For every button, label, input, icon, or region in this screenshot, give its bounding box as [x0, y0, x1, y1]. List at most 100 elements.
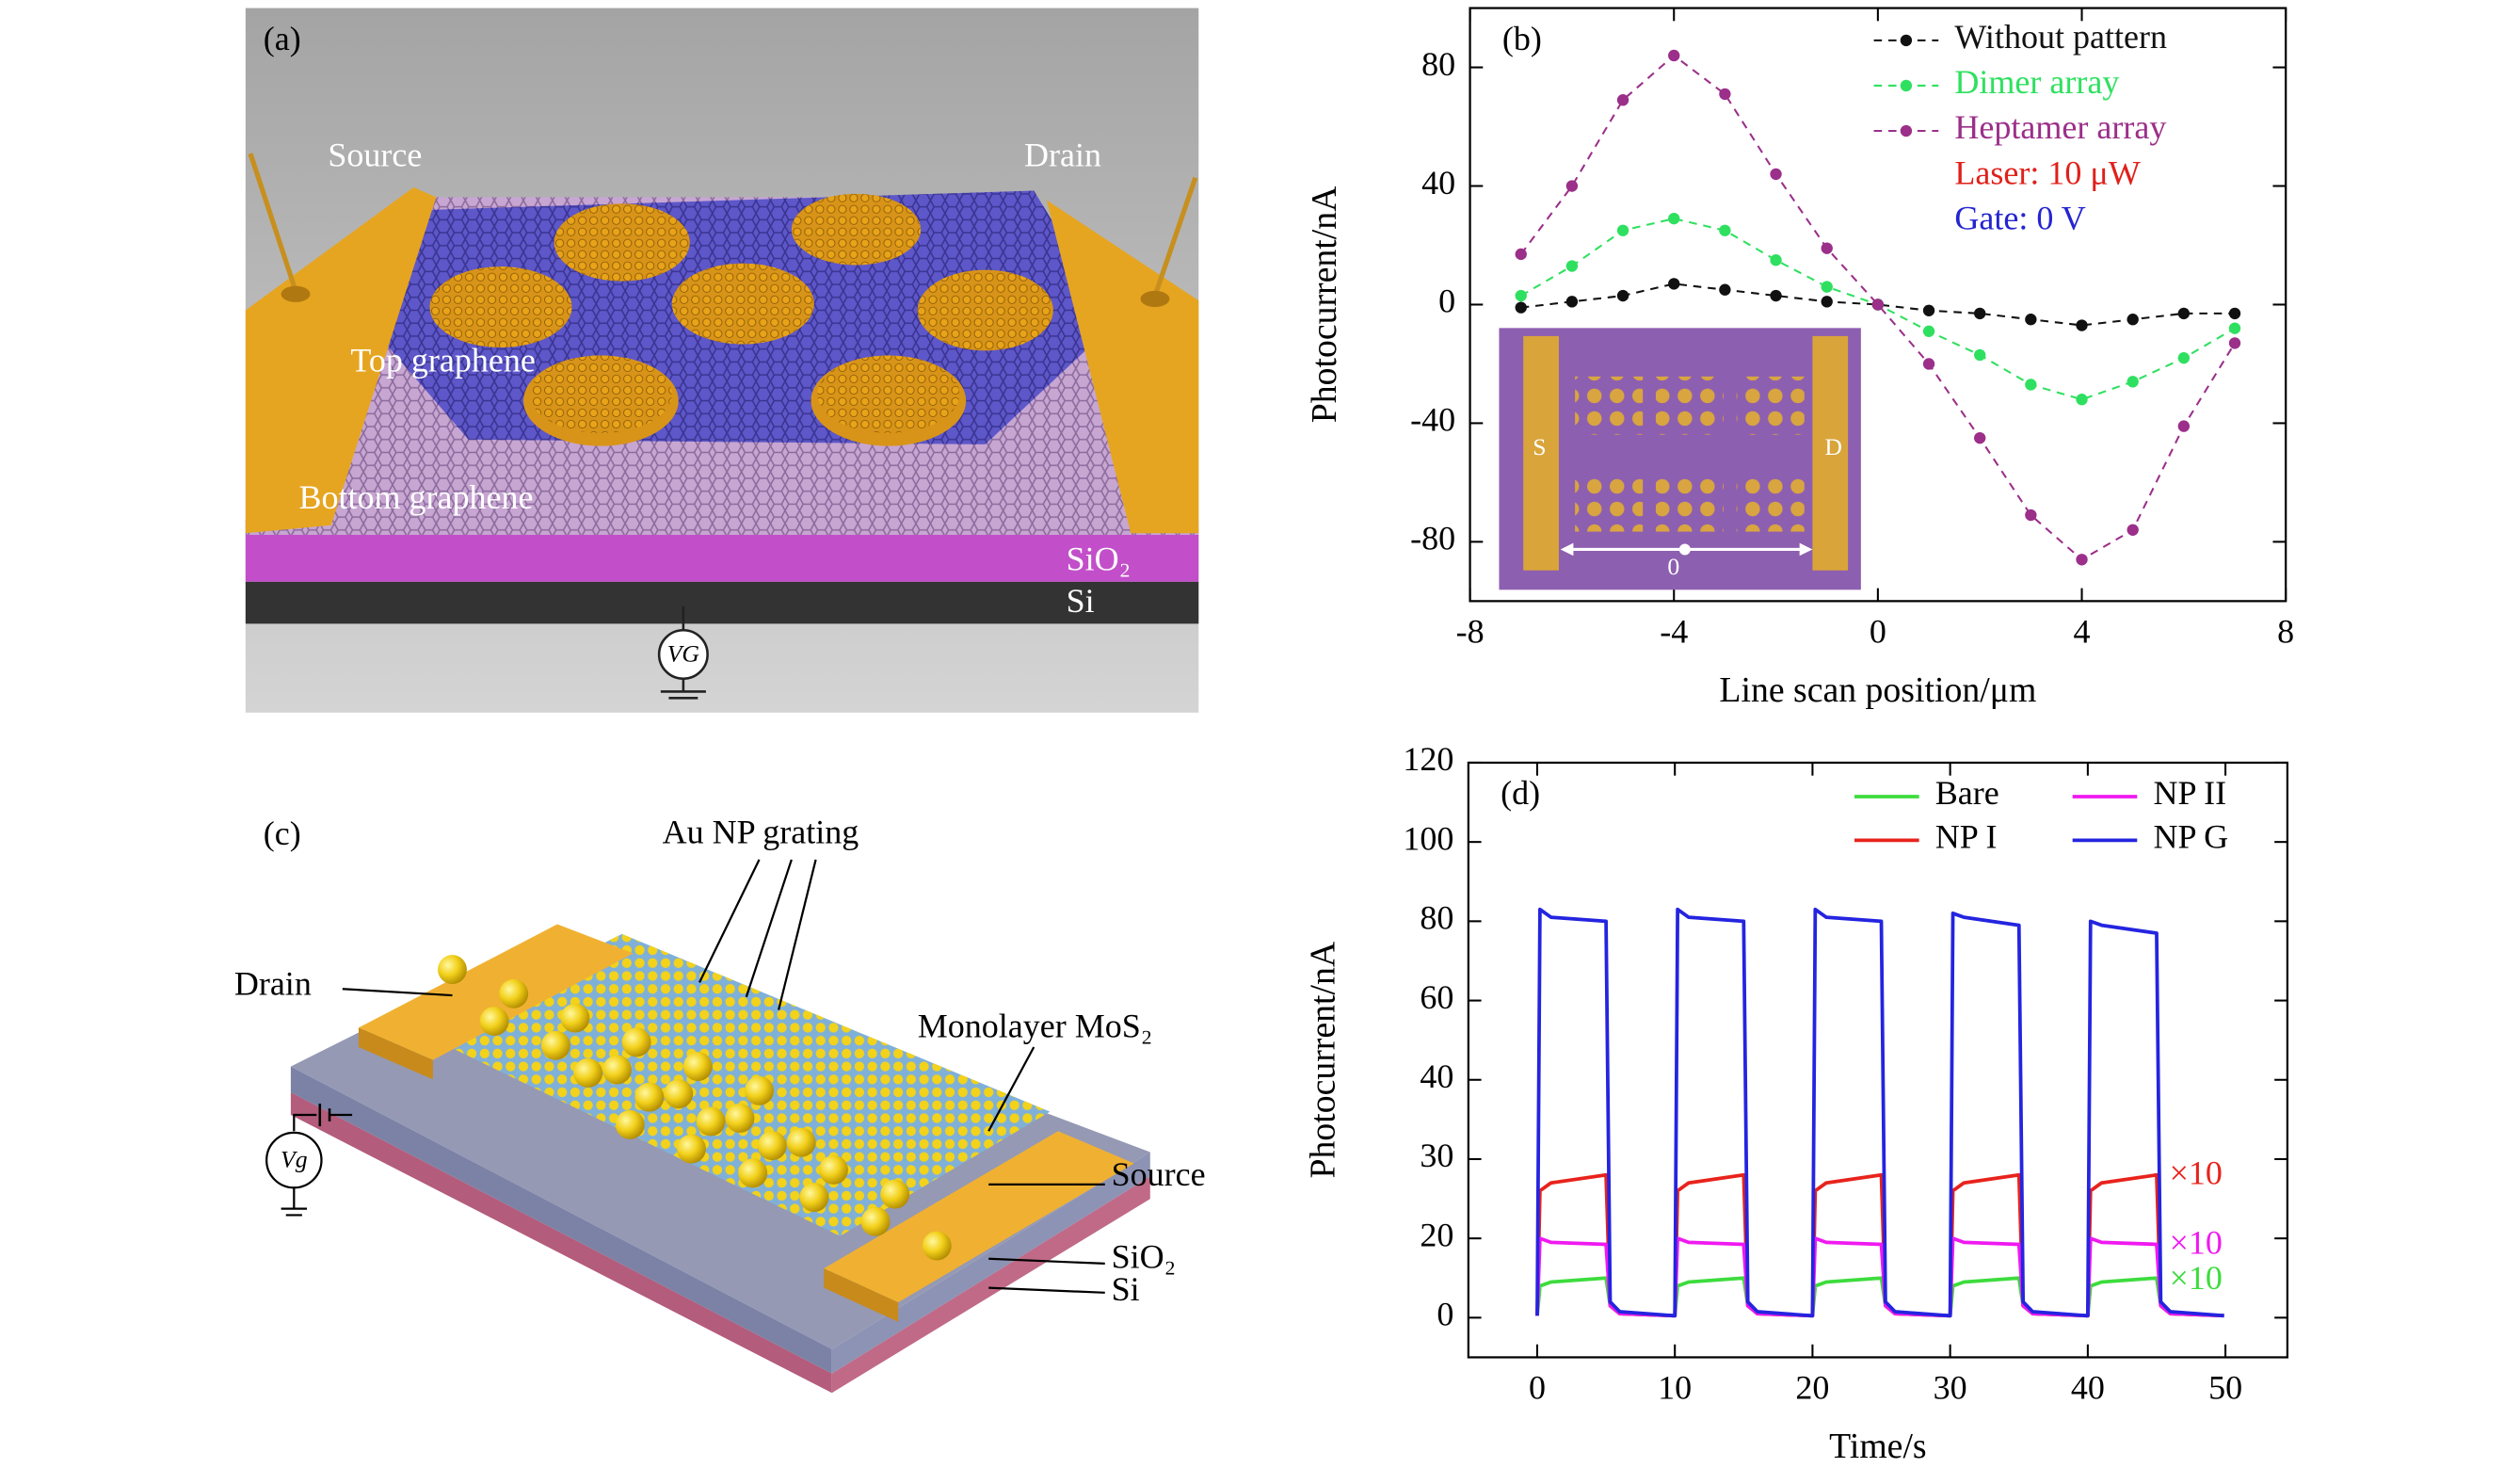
si-layer: [245, 581, 1199, 624]
data-point: [2076, 554, 2088, 566]
data-point: [2076, 394, 2088, 406]
annotation: ×10: [2170, 1154, 2223, 1192]
panel-label: (b): [1502, 20, 1542, 57]
disc: [529, 355, 672, 433]
data-point: [1565, 180, 1579, 192]
nanoparticle: [621, 1027, 651, 1057]
data-point: [1616, 289, 1629, 302]
y-tick-label: 40: [1421, 164, 1455, 202]
label: Bottom graphene: [298, 478, 533, 516]
pointer: [988, 1257, 1105, 1266]
label: Vg: [281, 1146, 308, 1173]
disc: [791, 193, 922, 266]
x-tick-label: 50: [2208, 1369, 2242, 1407]
nanoparticle: [738, 1158, 768, 1188]
disc: [917, 269, 1053, 351]
data-point: [1515, 301, 1527, 314]
nanoparticle: [602, 1055, 632, 1085]
arrow-head: [1560, 542, 1574, 557]
x-tick-label: 0: [1529, 1369, 1546, 1407]
nanostructure: [1736, 376, 1805, 435]
y-tick-label: 100: [1403, 819, 1453, 857]
y-tick-label: 0: [1437, 1296, 1453, 1333]
pointer: [778, 859, 817, 1010]
data-point: [1974, 431, 1986, 444]
data-point: [1871, 298, 1885, 311]
legend-label: NP G: [2153, 818, 2228, 856]
y-tick-label: -80: [1410, 520, 1455, 557]
x-tick-label: 30: [1934, 1369, 1967, 1407]
label: Si: [1112, 1270, 1140, 1308]
nanoparticle: [438, 955, 467, 985]
label: SiO₂: [1067, 540, 1132, 577]
nanoparticle: [479, 1007, 509, 1036]
data-point: [1770, 289, 1782, 302]
disc: [817, 355, 960, 433]
panel-label: (d): [1501, 774, 1540, 812]
y-tick-label: 20: [1420, 1216, 1453, 1253]
nanoparticle: [745, 1075, 774, 1105]
data-point: [1719, 88, 1731, 101]
panel-c: (c) Au NP grating Drain Monolayer MoS₂ S…: [234, 813, 1206, 1394]
source-electrode: [824, 1131, 1134, 1303]
sio2-layer: [245, 535, 1199, 582]
annotation: Gate: 0 V: [1954, 199, 2085, 236]
data-point: [1821, 281, 1833, 293]
sio2-layer: [831, 1152, 1150, 1374]
label: Top graphene: [350, 341, 535, 379]
panel-a: (a) Source Drain Top graphene Bottom gra…: [245, 8, 1199, 713]
pointer: [988, 1286, 1105, 1294]
legend-label: Bare: [1935, 774, 1999, 812]
nanoparticle: [560, 1003, 590, 1033]
data-point: [1821, 242, 1833, 254]
source-electrode: [824, 1268, 899, 1322]
data-point: [2177, 420, 2191, 432]
data-point: [1770, 254, 1782, 266]
electrode: [1812, 335, 1849, 571]
label: SiO₂: [1112, 1238, 1177, 1276]
origin: [1678, 543, 1691, 556]
label: Au NP grating: [663, 813, 859, 850]
nanoparticle: [682, 1052, 713, 1082]
nanoparticle: [540, 1030, 570, 1060]
data-point: [1668, 49, 1680, 62]
drain-electrode: [358, 1027, 433, 1080]
legend-marker: [1900, 79, 1913, 92]
series-line: [1520, 282, 2236, 327]
annotation: Laser: 10 μW: [1954, 153, 2140, 191]
y-axis-title: Photocurrent/nA: [1304, 942, 1343, 1179]
y-axis-title: Photocurrent/nA: [1305, 186, 1344, 424]
legend-label: NP II: [2153, 774, 2226, 812]
disc: [554, 203, 690, 282]
annotation: ×10: [2170, 1259, 2223, 1297]
nanostructure: [1575, 376, 1644, 435]
nanoparticle: [677, 1134, 706, 1164]
data-point: [1922, 358, 1935, 370]
data-point: [1616, 224, 1629, 236]
disc: [429, 266, 572, 347]
data-point: [2228, 322, 2241, 334]
data-point: [1515, 289, 1527, 302]
series-line: [1535, 1276, 2224, 1318]
x-tick-label: 40: [2071, 1369, 2105, 1407]
pointer: [342, 988, 453, 997]
wire: [1152, 176, 1198, 297]
inset-label: 0: [1667, 553, 1679, 580]
panel-label: (a): [264, 20, 301, 57]
inset-label: S: [1533, 433, 1546, 460]
nanoparticle: [634, 1082, 665, 1112]
data-point: [1974, 348, 1986, 362]
nanoparticle: [860, 1206, 891, 1236]
nanostructure: [1655, 376, 1724, 435]
drain-electrode: [358, 924, 634, 1060]
nanoparticle: [664, 1079, 694, 1109]
data-point: [1719, 224, 1731, 236]
label: Drain: [1024, 136, 1101, 173]
nanoparticle: [573, 1057, 603, 1088]
nanoparticle: [880, 1179, 910, 1209]
legend-label: Dimer array: [1954, 63, 2119, 101]
x-tick-label: -4: [1660, 613, 1688, 651]
data-point: [1565, 296, 1579, 308]
